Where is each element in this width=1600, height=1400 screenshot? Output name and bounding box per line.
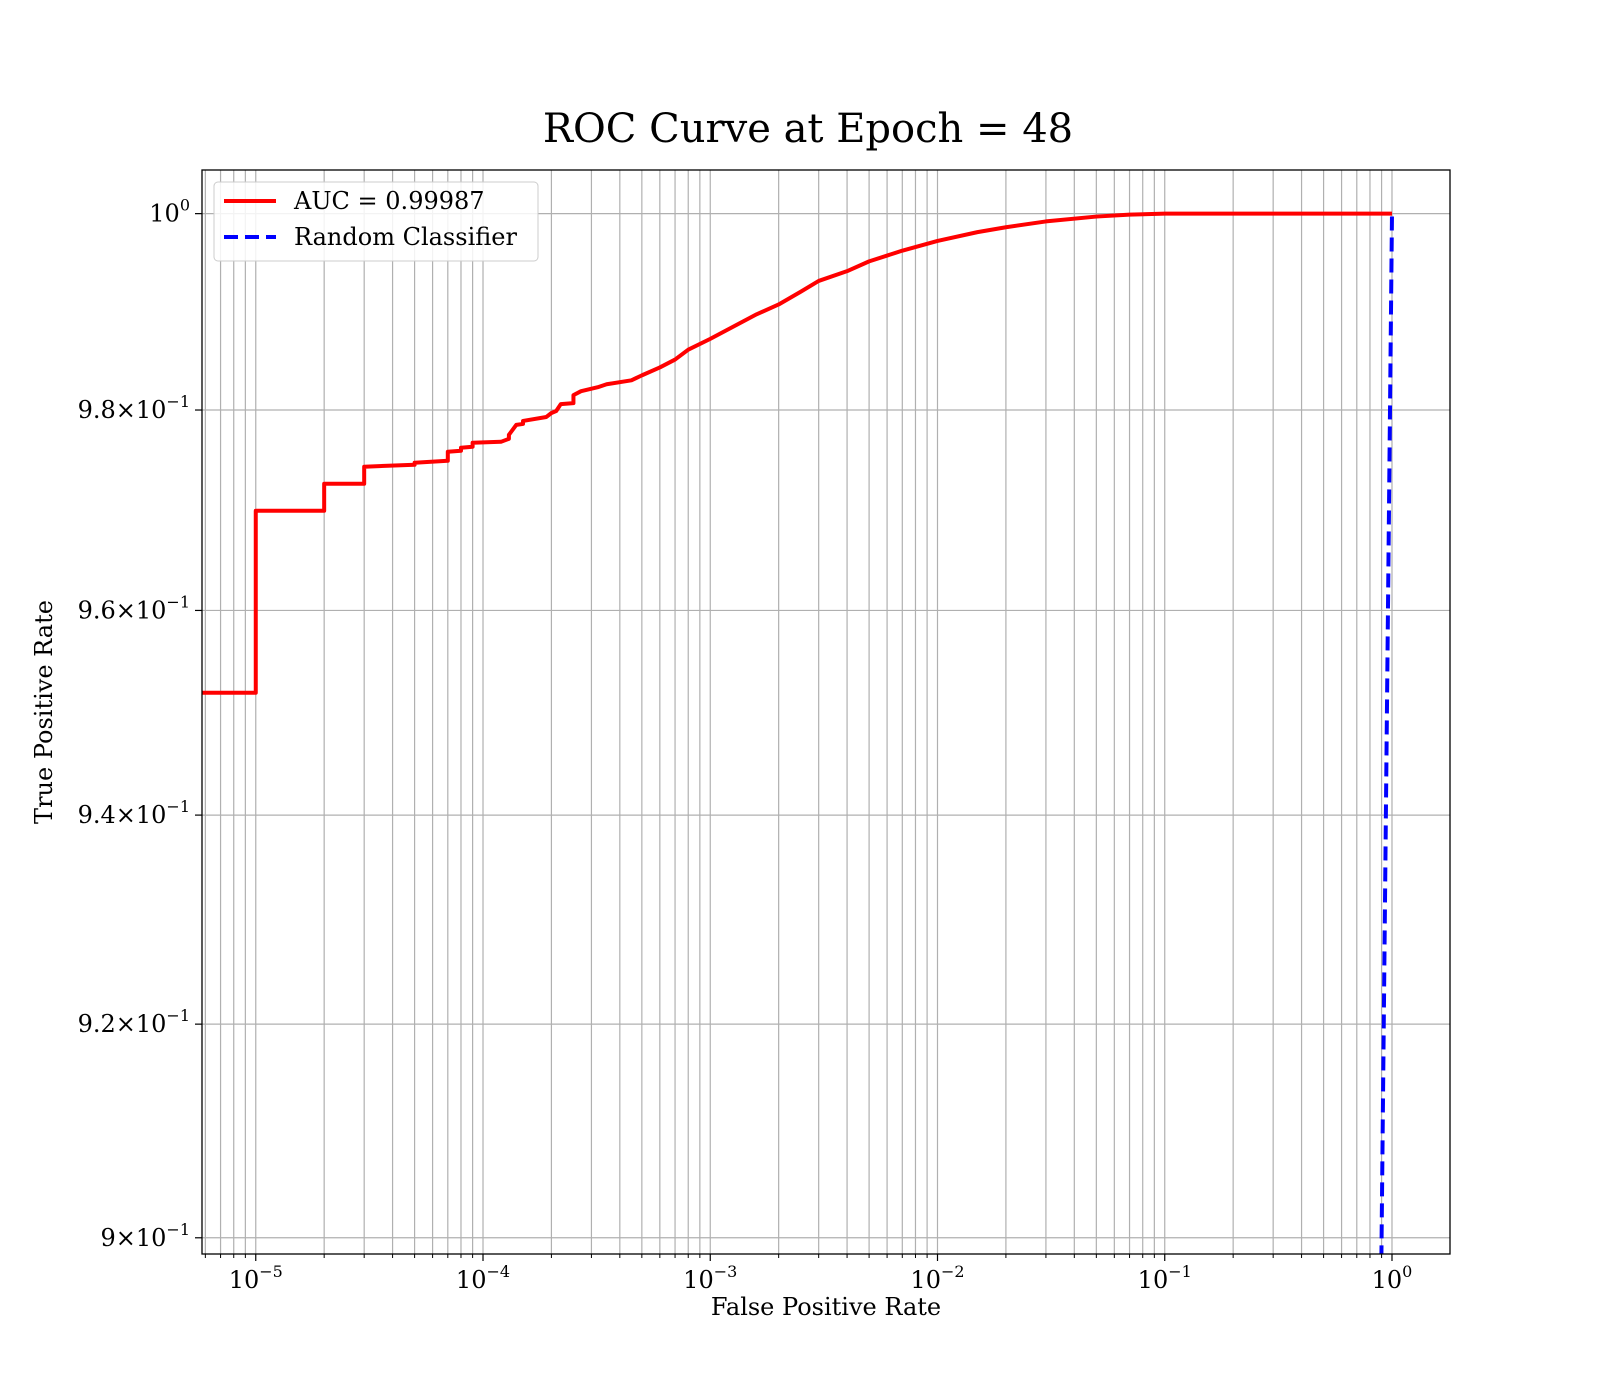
x-axis-label: False Positive Rate [711, 1293, 941, 1321]
y-tick-label: 9.6×10−1 [78, 592, 190, 624]
legend-box [213, 181, 539, 262]
chart-title: ROC Curve at Epoch = 48 [543, 106, 1073, 152]
y-tick-label: 100 [149, 196, 190, 228]
x-tick-label: 10−3 [683, 1262, 737, 1294]
x-tick-labels: 10−5 10−4 10−3 10−2 10−1 100 [229, 1262, 1413, 1294]
legend-label-auc: AUC = 0.99987 [293, 187, 485, 215]
x-tick-label: 100 [1372, 1262, 1413, 1294]
y-tick-label: 9.8×10−1 [78, 392, 190, 424]
legend-label-random-classifier: Random Classifier [294, 223, 517, 251]
x-tick-marks [204, 1254, 1393, 1261]
x-tick-label: 10−2 [910, 1262, 964, 1294]
plot-area-frame [201, 169, 1451, 1255]
x-tick-label: 10−4 [456, 1262, 510, 1294]
y-tick-label: 9.2×10−1 [78, 1006, 190, 1038]
legend: AUC = 0.99987 Random Classifier [213, 181, 539, 262]
random-classifier-line [1379, 213, 1394, 1254]
y-tick-label: 9.4×10−1 [78, 797, 190, 829]
y-tick-label: 9×10−1 [100, 1220, 190, 1252]
y-tick-labels: 100 9.8×10−1 9.6×10−1 9.4×10−1 9.2×10−1 9×10−… [78, 196, 190, 1252]
series-layer [202, 211, 1394, 1254]
x-tick-label: 10−1 [1138, 1262, 1192, 1294]
roc-curve-line [202, 211, 1392, 695]
x-tick-label: 10−5 [229, 1262, 283, 1294]
minor-x-gridlines [204, 170, 1383, 1254]
y-axis-label: True Positive Rate [30, 600, 58, 824]
y-tick-marks [195, 213, 202, 1239]
